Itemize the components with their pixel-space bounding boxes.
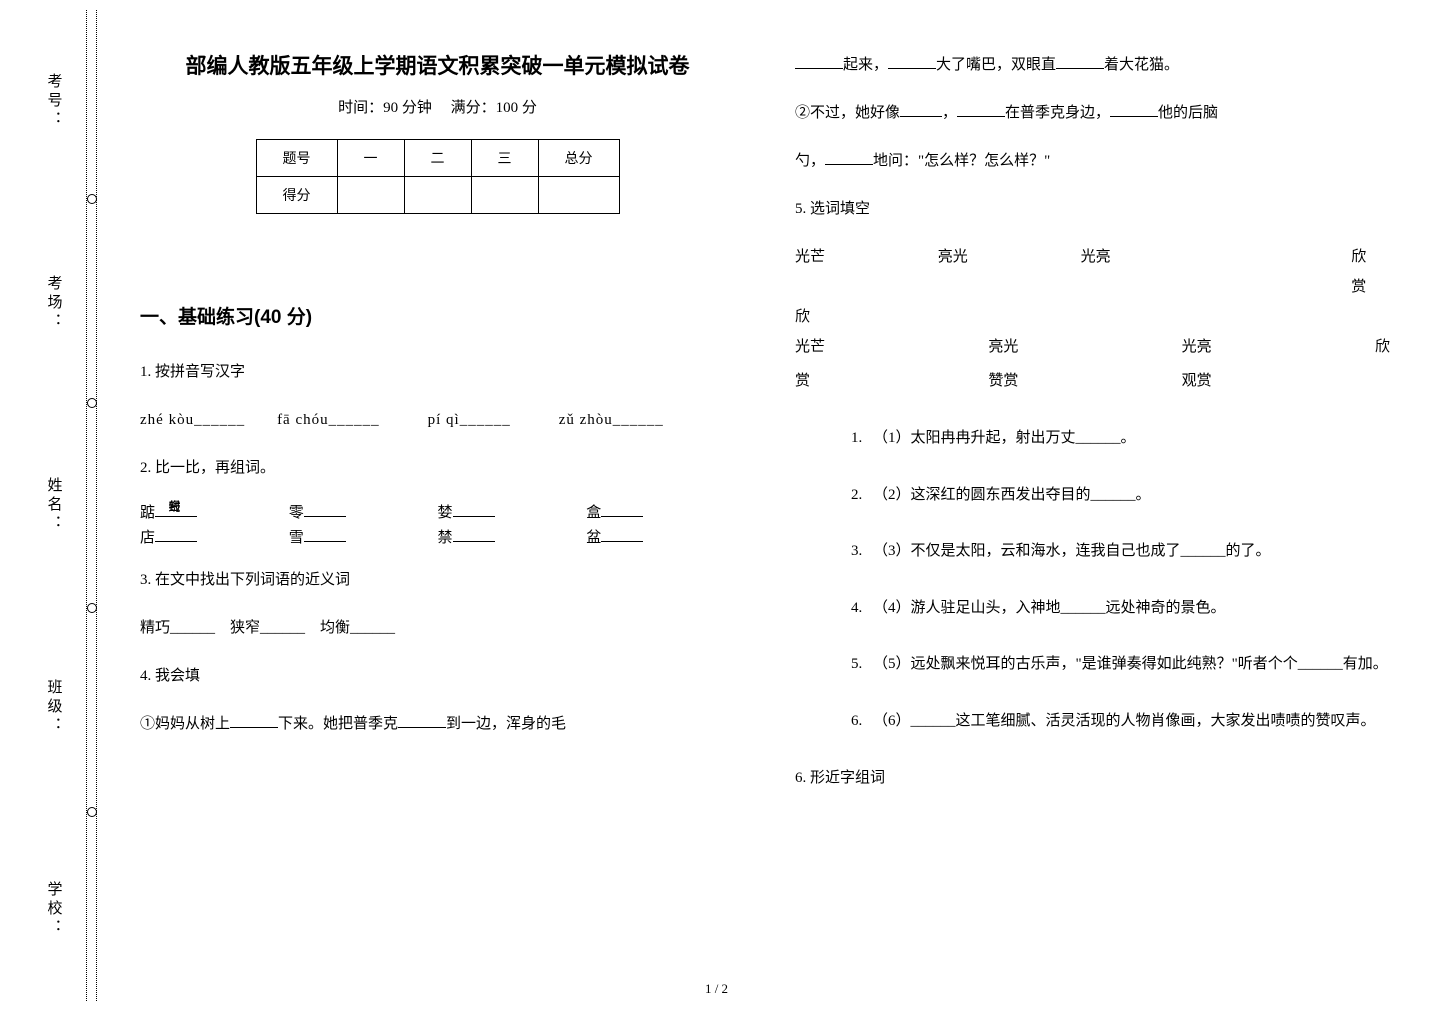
bank-word-split2: 赏 bbox=[795, 366, 988, 396]
q2-w: 婪 bbox=[438, 501, 587, 522]
q2-w: 盆 bbox=[586, 526, 735, 547]
row-label: 得分 bbox=[256, 177, 337, 214]
bank-word: 光亮 bbox=[1081, 242, 1224, 302]
bank-word-split: 欣 bbox=[1375, 332, 1390, 362]
bank-word: 光芒 bbox=[795, 332, 988, 362]
section-1-heading: 一、基础练习(40 分) bbox=[140, 302, 735, 329]
q2-grid: 踮 零 婪 盒 店 雪 禁 盆 bbox=[140, 501, 735, 547]
q4-line2: 起来，大了嘴巴，双眼直着大花猫。 bbox=[795, 50, 1390, 80]
th-1: 一 bbox=[337, 140, 404, 177]
label-room: 考场： bbox=[44, 275, 65, 332]
q5-item-2: 2.（2）这深红的圆东西发出夺目的______。 bbox=[851, 481, 1390, 510]
q2-w: 店 bbox=[140, 526, 289, 547]
label-school: 学校： bbox=[44, 881, 65, 938]
label-examid: 考号： bbox=[44, 73, 65, 130]
fold-circles: 线 封 密 bbox=[82, 0, 102, 1011]
q2-w: 盒 bbox=[586, 501, 735, 522]
label-class: 班级： bbox=[44, 679, 65, 736]
cell-3 bbox=[471, 177, 538, 214]
page-number: 1 / 2 bbox=[705, 981, 728, 997]
bank-word: 欣赏 bbox=[1223, 242, 1366, 302]
time-label: 时间：90 分钟 bbox=[338, 100, 432, 116]
score-table: 题号 一 二 三 总分 得分 bbox=[256, 139, 620, 214]
bank-word: 亮光 bbox=[988, 332, 1181, 362]
score-table-body-row: 得分 bbox=[256, 177, 619, 214]
q5-label: 5. 选词填空 bbox=[795, 194, 1390, 224]
score-table-head-row: 题号 一 二 三 总分 bbox=[256, 140, 619, 177]
q2-w: 禁 bbox=[438, 526, 587, 547]
q4-label: 4. 我会填 bbox=[140, 661, 735, 691]
fullscore-label: 满分：100 分 bbox=[451, 100, 537, 116]
exam-title: 部编人教版五年级上学期语文积累突破一单元模拟试卷 bbox=[140, 50, 735, 80]
binding-margin-labels: 考号： 考场： 姓名： 班级： 学校： bbox=[24, 0, 84, 1011]
cell-4 bbox=[538, 177, 619, 214]
q2-w: 踮 bbox=[140, 501, 289, 522]
q5-word-bank-real: 光芒 亮光 光亮 欣 赏 赞赏 观赏 bbox=[795, 332, 1390, 406]
q3-words: 精巧______ 狭窄______ 均衡______ bbox=[140, 613, 735, 643]
q5-item-4: 4.（4）游人驻足山头，入神地______远处神奇的景色。 bbox=[851, 594, 1390, 623]
cell-1 bbox=[337, 177, 404, 214]
q4-line1: ①妈妈从树上下来。她把普季克到一边，浑身的毛 bbox=[140, 709, 735, 739]
q1-label: 1. 按拼音写汉字 bbox=[140, 357, 735, 387]
column-right: 起来，大了嘴巴，双眼直着大花猫。 ②不过，她好像，在普季克身边，他的后脑 勺，地… bbox=[795, 50, 1390, 971]
th-3: 三 bbox=[471, 140, 538, 177]
page-content: 部编人教版五年级上学期语文积累突破一单元模拟试卷 时间：90 分钟 满分：100… bbox=[140, 50, 1393, 971]
q4-line4: 勺，地问："怎么样？怎么样？" bbox=[795, 146, 1390, 176]
th-4: 总分 bbox=[538, 140, 619, 177]
q5-item-3: 3.（3）不仅是太阳，云和海水，连我自己也成了______的了。 bbox=[851, 537, 1390, 566]
q5-item-5: 5.（5）远处飘来悦耳的古乐声，"是谁弹奏得如此纯熟？"听者个个______有加… bbox=[851, 650, 1390, 679]
q4-line3: ②不过，她好像，在普季克身边，他的后脑 bbox=[795, 98, 1390, 128]
th-2: 二 bbox=[404, 140, 471, 177]
column-left: 部编人教版五年级上学期语文积累突破一单元模拟试卷 时间：90 分钟 满分：100… bbox=[140, 50, 735, 971]
cell-2 bbox=[404, 177, 471, 214]
q1-pinyin: zhé kòu______ fā chóu______ pí qì______ … bbox=[140, 405, 735, 435]
bank-word: 光亮 bbox=[1182, 332, 1375, 362]
bank-word: 观赏 bbox=[1182, 366, 1375, 396]
q6-label: 6. 形近字组词 bbox=[795, 763, 1390, 793]
q5-item-1: 1.（1）太阳冉冉升起，射出万丈______。 bbox=[851, 424, 1390, 453]
q2-w: 零 bbox=[289, 501, 438, 522]
q2-w: 雪 bbox=[289, 526, 438, 547]
bank-word: 光芒 bbox=[795, 242, 938, 302]
bank-word: 亮光 bbox=[938, 242, 1081, 302]
q3-label: 3. 在文中找出下列词语的近义词 bbox=[140, 565, 735, 595]
q5-items: 1.（1）太阳冉冉升起，射出万丈______。 2.（2）这深红的圆东西发出夺目… bbox=[795, 424, 1390, 763]
exam-subtitle: 时间：90 分钟 满分：100 分 bbox=[140, 96, 735, 117]
label-name: 姓名： bbox=[44, 477, 65, 534]
q5-item-6: 6.（6）______这工笔细腻、活灵活现的人物肖像画，大家发出啧啧的赞叹声。 bbox=[851, 707, 1390, 736]
q2-label: 2. 比一比，再组词。 bbox=[140, 453, 735, 483]
th-0: 题号 bbox=[256, 140, 337, 177]
bank-word: 赞赏 bbox=[988, 366, 1181, 396]
